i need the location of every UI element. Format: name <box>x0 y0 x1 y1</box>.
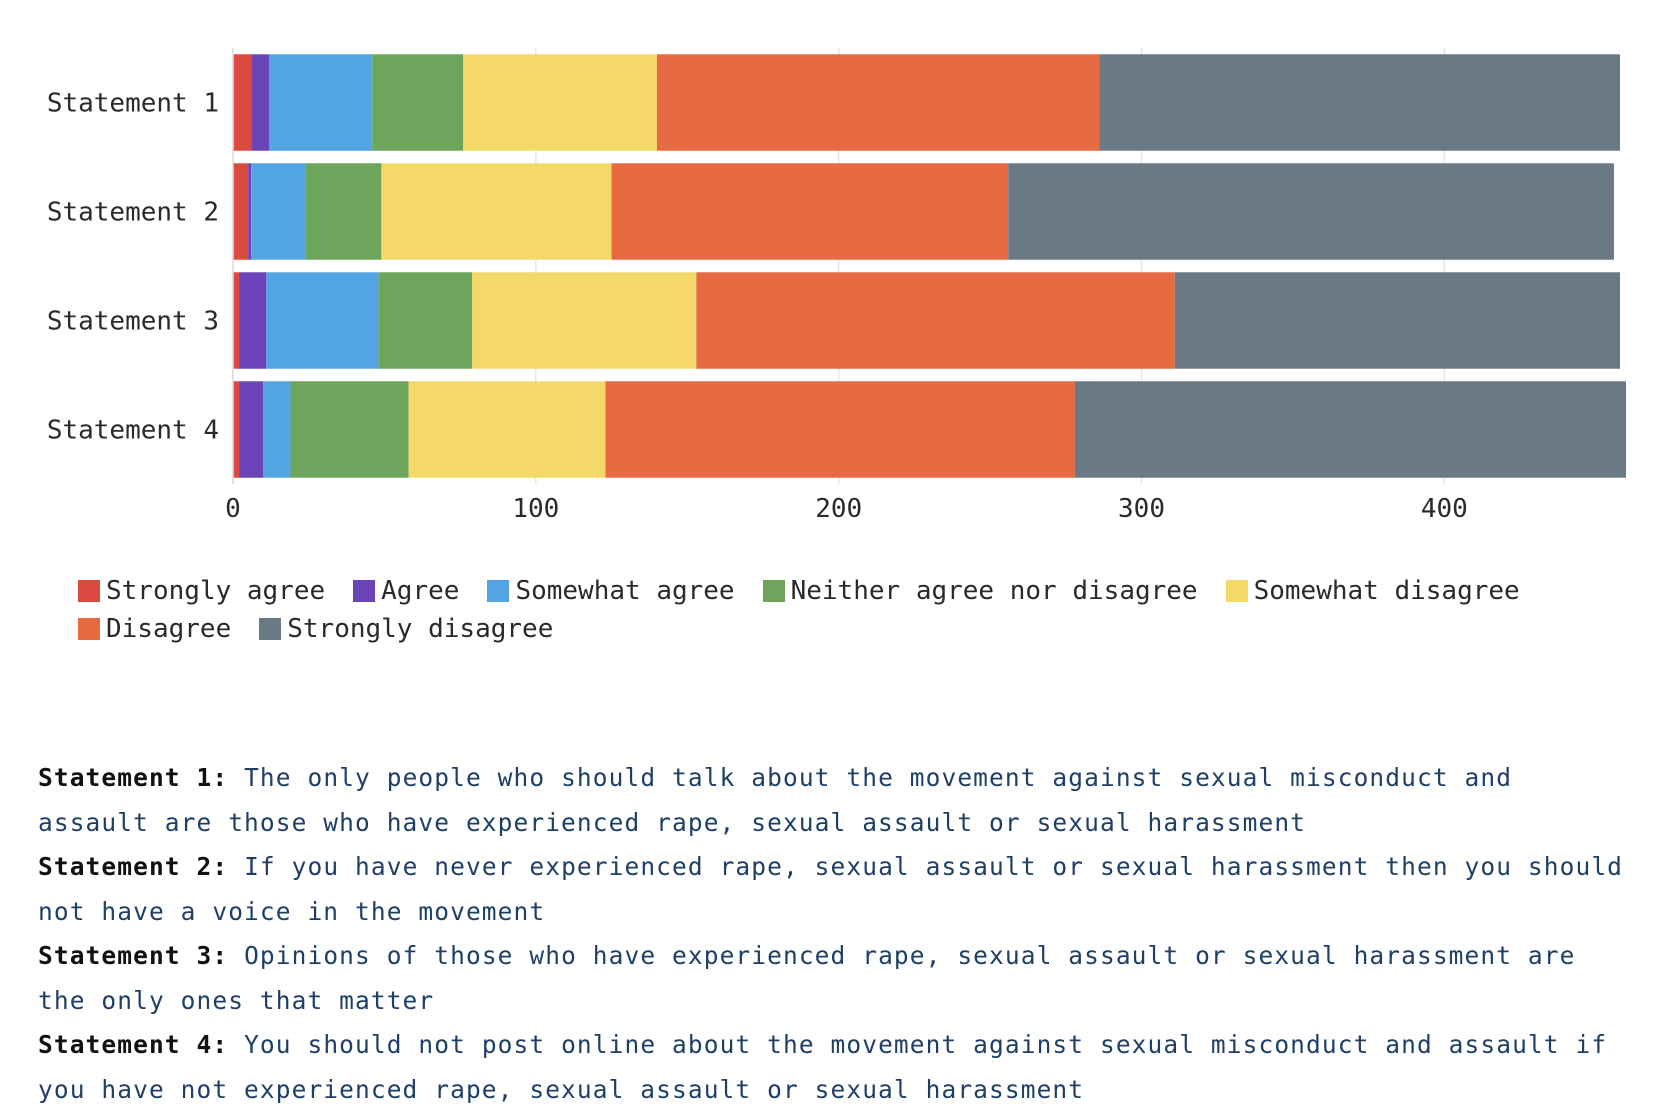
x-tick-label-200: 200 <box>815 494 862 524</box>
bar-segment-2-2 <box>248 163 252 260</box>
legend-swatch-6 <box>78 618 100 640</box>
legend-item-3[interactable]: Somewhat agree <box>487 575 735 607</box>
bar-segment-2-4 <box>305 163 382 260</box>
bar-segment-1-2 <box>251 54 270 151</box>
bar-segment-3-3 <box>266 272 379 369</box>
legend-item-4[interactable]: Neither agree nor disagree <box>762 575 1198 607</box>
x-tick-label-0: 0 <box>225 494 241 524</box>
category-label-2: Statement 2 <box>47 198 219 228</box>
category-label-3: Statement 3 <box>47 307 219 337</box>
bar-segment-4-2 <box>239 381 264 478</box>
bar-segment-1-4 <box>372 54 464 151</box>
bar-segment-3-1 <box>233 272 240 369</box>
statement-2-text: If you have never experienced rape, sexu… <box>38 852 1624 926</box>
bar-segment-4-4 <box>290 381 409 478</box>
legend-swatch-2 <box>353 580 376 602</box>
legend-label-7: Strongly disagree <box>287 614 554 644</box>
legend-item-5[interactable]: Somewhat disagree <box>1225 575 1520 607</box>
bar-segment-3-2 <box>239 272 267 369</box>
legend-label-2: Agree <box>381 576 460 606</box>
bar-segment-3-6 <box>696 272 1175 369</box>
legend-item-7[interactable]: Strongly disagree <box>259 613 553 645</box>
statement-4-text: You should not post online about the mov… <box>38 1030 1608 1104</box>
legend-swatch-1 <box>78 580 100 602</box>
bar-segment-2-1 <box>233 163 249 260</box>
x-tick-label-400: 400 <box>1421 494 1468 524</box>
legend-swatch-3 <box>487 580 510 602</box>
category-label-4: Statement 4 <box>47 416 219 446</box>
bar-segment-4-3 <box>263 381 291 478</box>
x-tick-label-100: 100 <box>512 494 559 524</box>
bar-segment-4-7 <box>1074 381 1627 478</box>
statements-list: Statement 1: The only people who should … <box>38 756 1638 1112</box>
legend-swatch-7 <box>259 618 282 640</box>
x-tick-label-300: 300 <box>1118 494 1165 524</box>
bar-segment-4-5 <box>408 381 606 478</box>
bar-segment-2-6 <box>611 163 1009 260</box>
statement-2: Statement 2: If you have never experienc… <box>38 845 1638 934</box>
bar-segment-1-7 <box>1099 54 1620 151</box>
statement-1: Statement 1: The only people who should … <box>38 756 1638 845</box>
statement-4-label: Statement 4: <box>38 1030 229 1059</box>
statement-1-label: Statement 1: <box>38 763 229 792</box>
bar-segment-3-4 <box>378 272 473 369</box>
legend-label-6: Disagree <box>106 614 232 644</box>
legend-swatch-4 <box>762 580 785 602</box>
legend-item-6[interactable]: Disagree <box>78 613 231 645</box>
bar-segment-4-1 <box>233 381 240 478</box>
bar-segment-1-1 <box>233 54 252 151</box>
legend-label-5: Somewhat disagree <box>1253 576 1520 606</box>
legend-label-4: Neither agree nor disagree <box>790 576 1198 606</box>
bar-segment-1-3 <box>269 54 373 151</box>
bar-segment-2-3 <box>251 163 306 260</box>
stacked-bar-chart: 0 100 200 300 400 Statement 1 Statement 2 State… <box>47 48 1627 524</box>
legend-label-3: Somewhat agree <box>515 576 735 606</box>
bar-segment-1-5 <box>463 54 657 151</box>
legend-item-1[interactable]: Strongly agree <box>78 575 325 607</box>
statement-4: Statement 4: You should not post online … <box>38 1023 1638 1112</box>
bar-segment-3-7 <box>1174 272 1620 369</box>
statement-1-text: The only people who should talk about th… <box>38 763 1513 837</box>
statement-2-label: Statement 2: <box>38 852 229 881</box>
bar-segment-4-6 <box>605 381 1075 478</box>
legend-swatch-5 <box>1225 580 1248 602</box>
statement-3-label: Statement 3: <box>38 941 229 970</box>
legend-label-1: Strongly agree <box>106 576 326 606</box>
bar-segment-2-7 <box>1008 163 1614 260</box>
bar-segment-2-5 <box>381 163 612 260</box>
chart-legend: Strongly agree Agree Somewhat agree Neither… <box>78 575 1618 645</box>
bar-segment-1-6 <box>656 54 1100 151</box>
category-label-1: Statement 1 <box>47 89 219 119</box>
legend-item-2[interactable]: Agree <box>353 575 459 607</box>
statement-3-text: Opinions of those who have experienced r… <box>38 941 1576 1015</box>
bar-segment-3-5 <box>472 272 697 369</box>
statement-3: Statement 3: Opinions of those who have … <box>38 934 1638 1023</box>
